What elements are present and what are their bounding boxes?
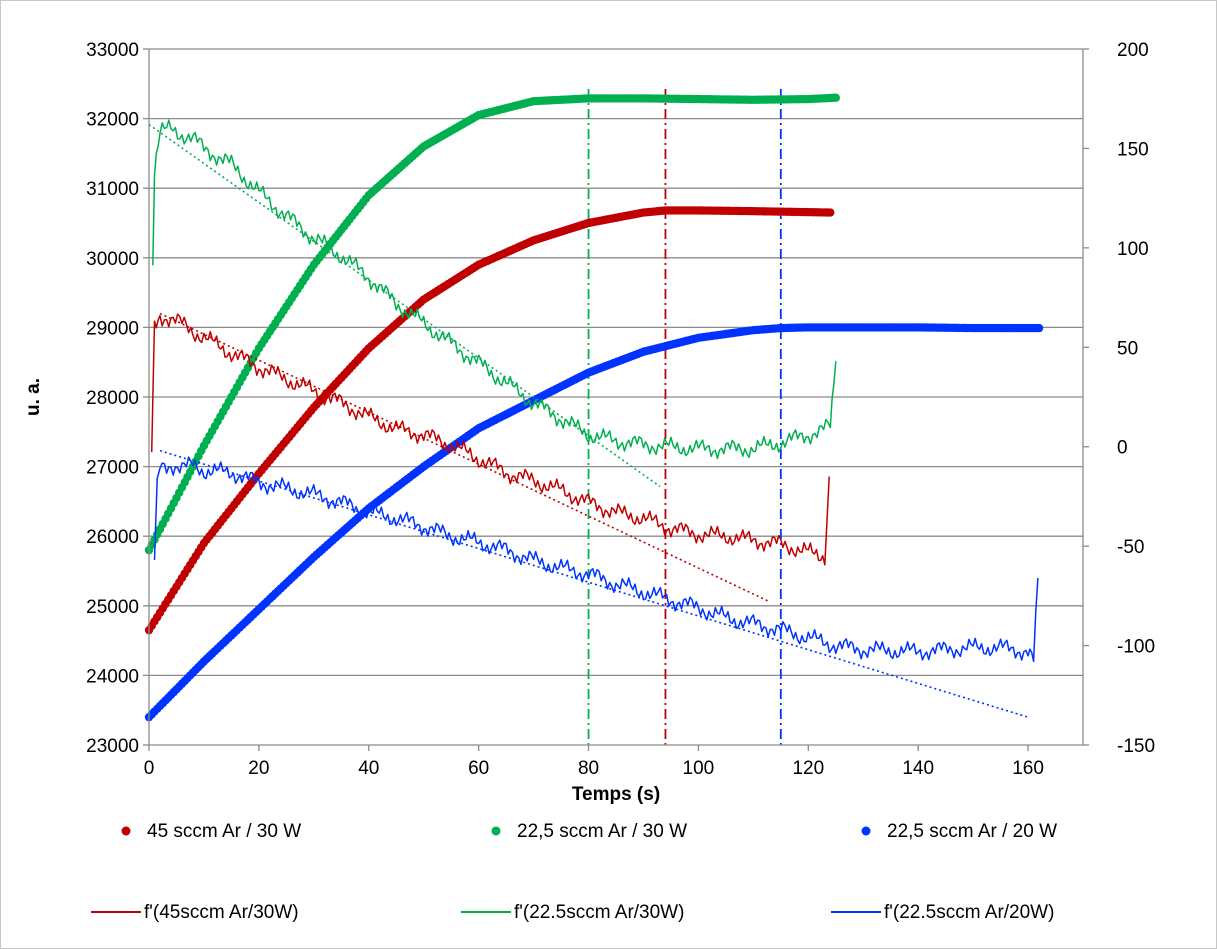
x-tick-label: 0: [144, 758, 155, 779]
data-point: [831, 93, 840, 102]
y-tick-label: 28000: [86, 388, 139, 409]
y2-tick-label: 0: [1117, 438, 1128, 459]
y2-tick-label: -50: [1117, 537, 1144, 558]
trendline: [159, 449, 1029, 718]
y2-tick-label: 100: [1117, 239, 1149, 260]
y2-tick-label: 200: [1117, 40, 1149, 61]
y-tick-label: 27000: [86, 458, 139, 479]
series-points: [144, 206, 835, 635]
y-tick-label: 24000: [86, 666, 139, 687]
legend-label: 45 sccm Ar / 30 W: [147, 821, 301, 842]
y-tick-label: 31000: [86, 179, 139, 200]
y-axis-title: u. a.: [23, 378, 44, 416]
legend-label: f'(22.5sccm Ar/30W): [514, 902, 684, 923]
y-tick-label: 26000: [86, 527, 139, 548]
x-tick-label: 160: [1012, 758, 1044, 779]
axes: [143, 48, 1089, 751]
legend-item: f'(22.5sccm Ar/30W): [461, 902, 684, 923]
legend-item: 22,5 sccm Ar / 30 W: [491, 821, 687, 842]
derivative-line: [153, 456, 1039, 663]
y-tick-label: 25000: [86, 597, 139, 618]
data-point: [826, 208, 835, 217]
y2-tick-label: 50: [1117, 338, 1138, 359]
legend-item: f'(45sccm Ar/30W): [91, 902, 299, 923]
series-points: [144, 93, 840, 555]
tick-labels: 0 20 40 60 80 100 120 140 160 23000 24000 25000 2600…: [86, 40, 1155, 779]
derivative-line: [150, 313, 830, 566]
legend-label: 22,5 sccm Ar / 20 W: [887, 821, 1057, 842]
y-tick-label: 32000: [86, 110, 139, 131]
y-tick-label: 29000: [86, 318, 139, 339]
y2-tick-label: -150: [1117, 736, 1155, 757]
legend-label: f'(22.5sccm Ar/20W): [884, 902, 1054, 923]
x-tick-label: 100: [683, 758, 715, 779]
x-tick-label: 40: [358, 758, 379, 779]
legend-marker: [491, 826, 501, 836]
gridlines: [149, 48, 1083, 677]
x-tick-label: 60: [468, 758, 489, 779]
legend: 45 sccm Ar / 30 W 22,5 sccm Ar / 30 W 22,5…: [91, 821, 1057, 923]
y-tick-label: 33000: [86, 40, 139, 61]
y-tick-label: 30000: [86, 249, 139, 270]
x-tick-label: 120: [792, 758, 824, 779]
trendline: [159, 312, 771, 603]
y2-tick-label: 150: [1117, 139, 1149, 160]
trendline: [148, 123, 661, 488]
derivative-line: [152, 119, 837, 460]
x-tick-label: 20: [248, 758, 269, 779]
series-points: [144, 323, 1044, 722]
y-tick-label: 23000: [86, 736, 139, 757]
legend-marker: [861, 826, 871, 836]
legend-item: f'(22.5sccm Ar/20W): [831, 902, 1054, 923]
data-point: [1034, 323, 1044, 333]
vertical-markers: [587, 89, 782, 745]
x-tick-label: 80: [578, 758, 599, 779]
series-layer: [144, 93, 1044, 722]
legend-item: 22,5 sccm Ar / 20 W: [861, 821, 1057, 842]
x-axis-title: Temps (s): [572, 784, 660, 805]
x-tick-label: 140: [902, 758, 934, 779]
legend-marker: [121, 826, 131, 836]
y2-tick-label: -100: [1117, 637, 1155, 658]
legend-item: 45 sccm Ar / 30 W: [121, 821, 301, 842]
legend-label: 22,5 sccm Ar / 30 W: [517, 821, 687, 842]
legend-label: f'(45sccm Ar/30W): [144, 902, 299, 923]
